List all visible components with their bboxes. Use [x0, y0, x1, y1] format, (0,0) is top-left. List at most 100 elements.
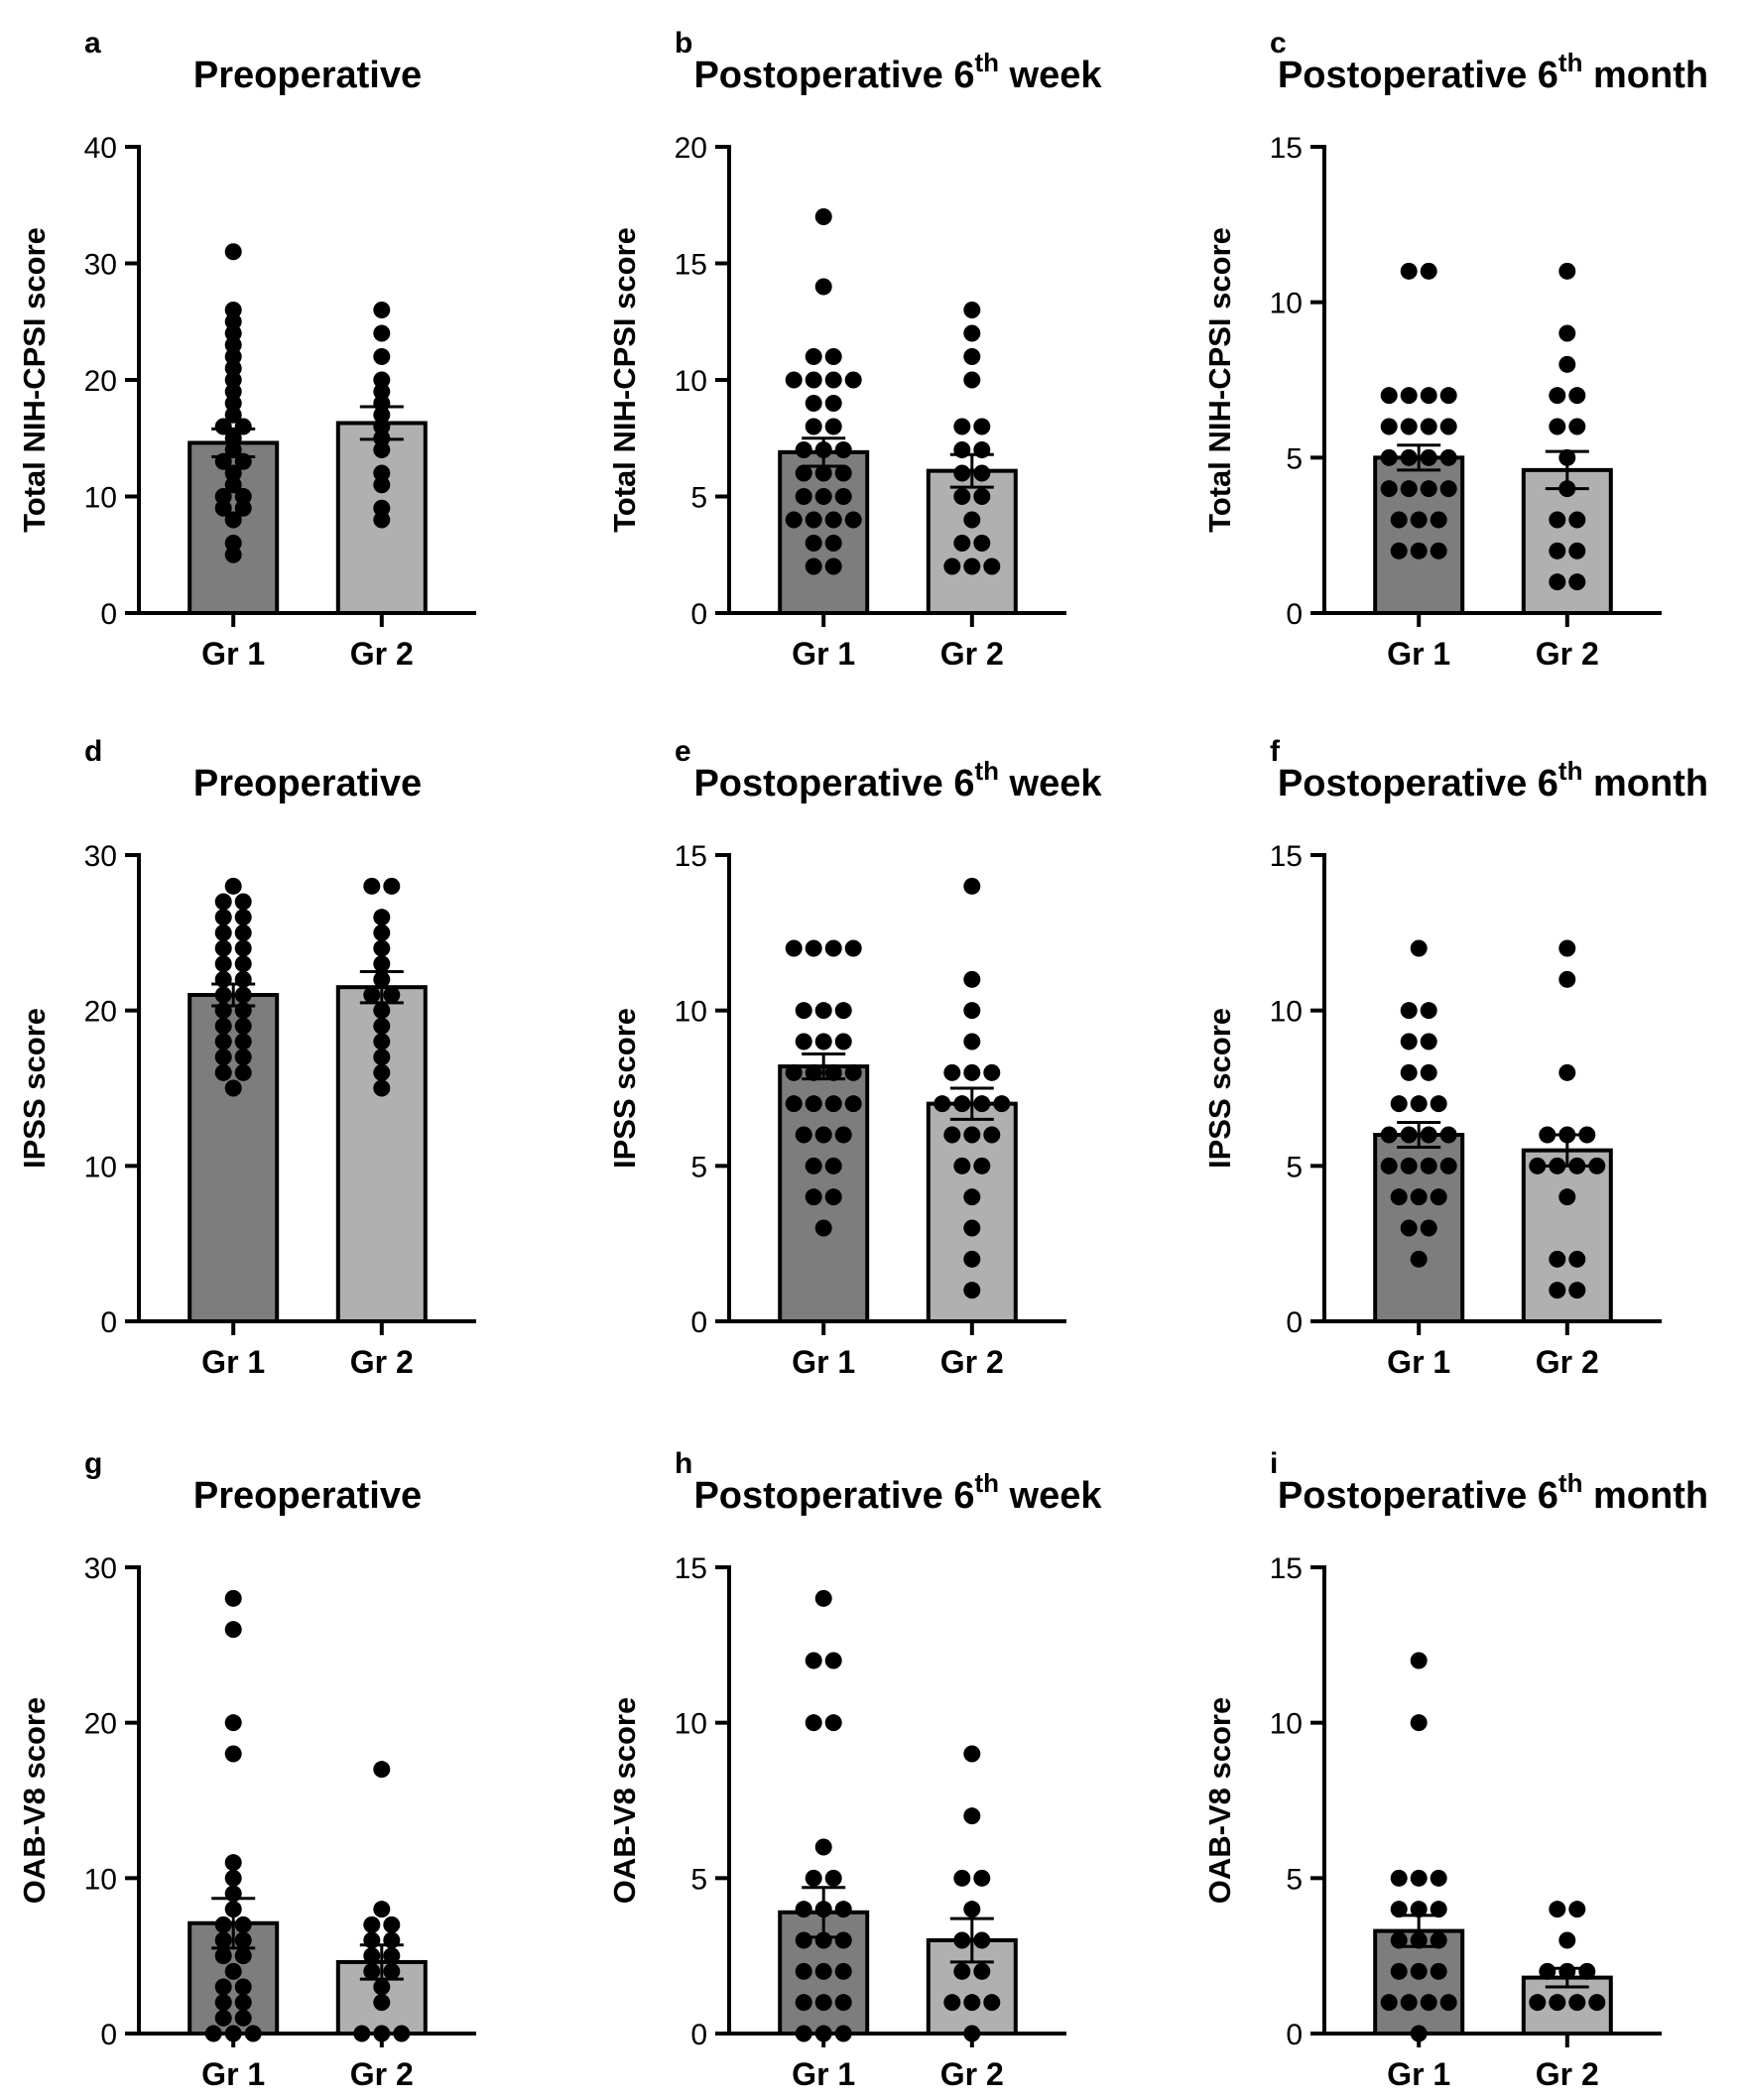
data-point: [963, 1126, 981, 1144]
y-tick-label: 10: [1270, 1708, 1303, 1741]
bar-2: [1521, 1148, 1613, 1323]
data-point: [1380, 418, 1398, 435]
data-point: [1439, 1126, 1457, 1144]
data-point: [785, 511, 803, 529]
data-point: [1539, 1962, 1556, 1980]
y-tick-label: 0: [690, 1306, 707, 1339]
data-point: [363, 986, 381, 1004]
bar-1: [187, 993, 280, 1323]
data-point: [373, 511, 391, 529]
data-point: [214, 924, 232, 941]
y-tick-label: 10: [84, 1863, 117, 1896]
data-point: [1588, 1157, 1606, 1174]
data-point: [1558, 1188, 1576, 1206]
data-point: [373, 1063, 391, 1081]
data-point: [234, 1915, 252, 1933]
x-tick-label: Gr 1: [1387, 2056, 1450, 2092]
data-point: [953, 1157, 971, 1174]
data-point: [224, 476, 242, 494]
data-point: [1549, 1901, 1566, 1918]
data-point: [973, 1962, 991, 1980]
y-tick-label: 10: [675, 365, 707, 398]
data-point: [953, 1869, 971, 1887]
data-point: [824, 1157, 842, 1174]
data-point: [224, 1714, 242, 1732]
data-point: [805, 1095, 822, 1113]
data-point: [814, 1589, 832, 1607]
y-tick-label: 20: [84, 1708, 117, 1741]
data-point: [963, 557, 981, 575]
data-point: [814, 1126, 832, 1144]
y-tick-label: 5: [690, 1151, 707, 1183]
panel-letter: c: [1270, 27, 1287, 60]
data-point: [814, 1219, 832, 1237]
y-tick-label: 40: [84, 132, 117, 165]
data-point: [814, 1033, 832, 1050]
data-point: [963, 302, 981, 318]
data-point: [824, 1188, 842, 1206]
data-point: [363, 1915, 381, 1933]
data-point: [373, 1994, 391, 2012]
data-point: [814, 1962, 832, 1980]
data-point: [373, 1033, 391, 1050]
data-point: [805, 557, 822, 575]
data-point: [1390, 1188, 1408, 1206]
data-point: [1568, 1994, 1586, 2012]
data-point: [795, 488, 812, 505]
data-point: [844, 1063, 862, 1081]
data-point: [1410, 542, 1428, 559]
chart-title-superscript: th: [1558, 1468, 1583, 1498]
y-tick-label: 0: [1286, 1306, 1303, 1339]
panel-letter: g: [84, 1447, 102, 1480]
data-point: [963, 1188, 981, 1206]
data-point: [1549, 542, 1566, 559]
data-point: [373, 324, 391, 342]
data-point: [963, 970, 981, 988]
panel-d: d Preoperative IPSS score 0 10 20 30 Gr 1 Gr 2: [17, 735, 476, 1380]
y-tick-label: 5: [1286, 1863, 1303, 1896]
data-point: [834, 1126, 852, 1144]
data-point: [814, 1994, 832, 2012]
data-point: [373, 1978, 391, 1996]
data-point: [1578, 1962, 1596, 1980]
data-point: [1410, 1250, 1428, 1268]
data-point: [373, 1017, 391, 1035]
data-point: [973, 1095, 991, 1113]
data-point: [234, 893, 252, 911]
y-tick-label: 30: [84, 249, 117, 282]
data-point: [1380, 448, 1398, 466]
x-tick-label: Gr 2: [1536, 636, 1599, 672]
data-point: [224, 371, 242, 389]
data-point: [224, 1854, 242, 1872]
data-point: [953, 535, 971, 552]
data-point: [795, 1962, 812, 1980]
data-point: [373, 1049, 391, 1066]
y-tick-label: 0: [100, 1306, 117, 1339]
data-point: [814, 488, 832, 505]
data-point: [224, 1745, 242, 1763]
bar-2: [926, 468, 1018, 615]
data-point: [1558, 1931, 1576, 1949]
chart-title-text: Preoperative: [193, 1475, 422, 1517]
data-point: [805, 939, 822, 957]
y-axis-label: IPSS score: [607, 1008, 642, 1169]
x-tick-label: Gr 2: [1536, 1344, 1599, 1380]
data-point: [1390, 1962, 1408, 1980]
data-point: [805, 1063, 822, 1081]
data-point: [224, 1589, 242, 1607]
data-point: [214, 1931, 232, 1949]
data-point: [1400, 1157, 1418, 1174]
data-point: [805, 395, 822, 412]
data-point: [224, 359, 242, 377]
data-point: [234, 924, 252, 941]
data-point: [824, 1714, 842, 1732]
data-point: [1558, 262, 1576, 280]
data-point: [834, 1994, 852, 2012]
data-point: [963, 1033, 981, 1050]
data-point: [1558, 355, 1576, 373]
chart-title: Postoperative 6th week: [693, 48, 1102, 96]
chart-title: Postoperative 6th month: [1278, 756, 1708, 804]
data-point: [224, 535, 242, 552]
data-point: [234, 1017, 252, 1035]
